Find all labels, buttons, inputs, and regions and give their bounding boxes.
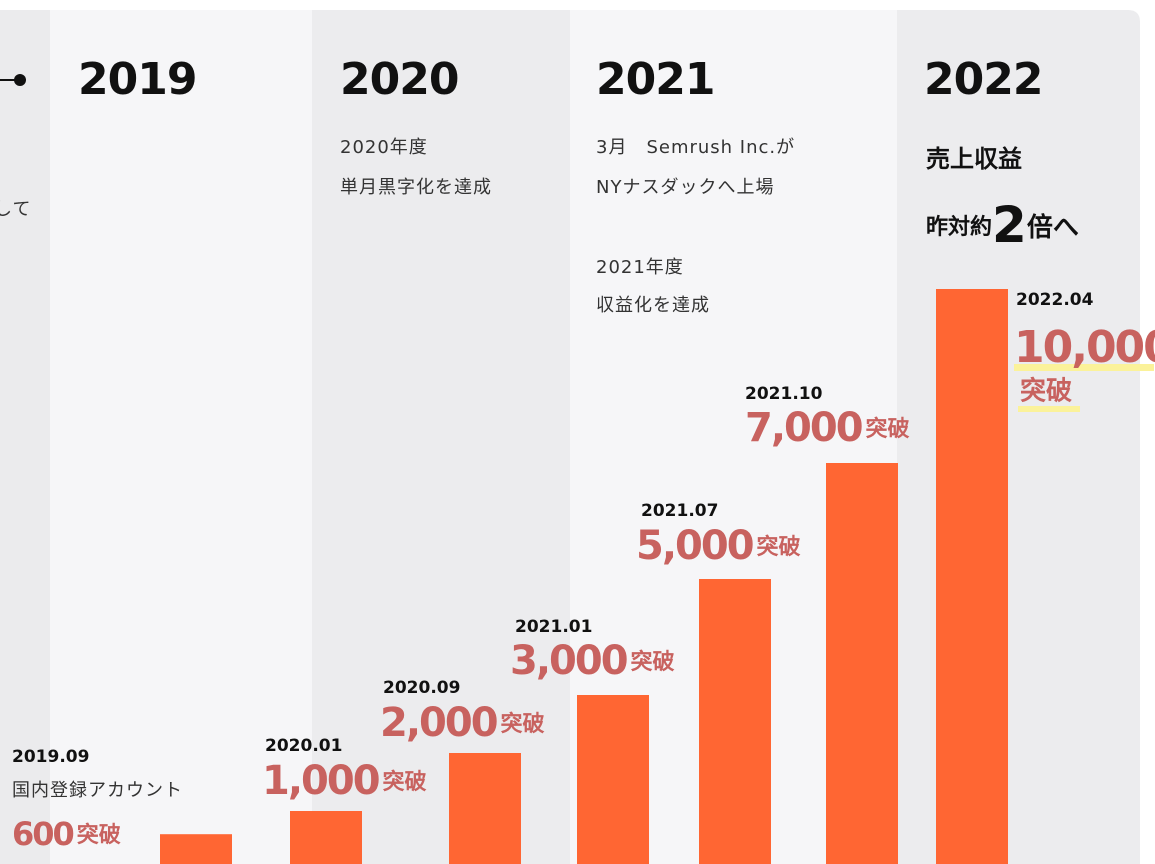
value-label: 10,000 <box>1014 322 1155 373</box>
bar <box>290 811 362 864</box>
timeline-dot <box>14 74 26 86</box>
column-bg <box>312 10 570 864</box>
year-note: 単月黒字化を達成 <box>340 177 492 198</box>
value-number: 7,000 <box>745 405 862 451</box>
marker-highlight <box>1014 364 1154 371</box>
year-heading: 2021 <box>596 54 714 105</box>
value-label: 5,000 突破 <box>636 523 801 569</box>
year-note: 3月 Semrush Inc.が <box>596 137 795 158</box>
bar <box>160 834 232 864</box>
column-bg <box>0 10 50 864</box>
bar <box>826 463 898 864</box>
marker-highlight <box>1018 406 1080 412</box>
year-note: 2021年度 <box>596 257 684 278</box>
bar <box>577 695 649 864</box>
highlight-part: 倍へ <box>1027 212 1079 243</box>
value-suffix: 突破 <box>383 769 427 795</box>
value-number: 1,000 <box>262 758 379 804</box>
year-heading: 2022 <box>924 54 1042 105</box>
year-note: NYナスダックへ上場 <box>596 177 774 198</box>
year-note: 収益化を達成 <box>596 295 710 316</box>
bar <box>699 579 771 864</box>
value-suffix: 突破 <box>77 822 121 848</box>
value-suffix: 突破 <box>1020 376 1072 407</box>
value-label: 600 突破 <box>12 815 121 853</box>
bar <box>936 289 1008 864</box>
column-bg <box>50 10 312 864</box>
date-label: 2020.01 <box>265 736 342 756</box>
date-label: 2020.09 <box>383 678 460 698</box>
value-label: 2,000 突破 <box>380 700 545 746</box>
value-suffix: 突破 <box>757 534 801 560</box>
value-suffix: 突破 <box>866 416 910 442</box>
value-label: 1,000 突破 <box>262 758 427 804</box>
date-label: 2021.01 <box>515 617 592 637</box>
value-number: 5,000 <box>636 523 753 569</box>
value-label: 3,000 突破 <box>510 638 675 684</box>
year-heading: 2020 <box>340 54 458 105</box>
highlight: 昨対約2倍へ <box>926 196 1079 254</box>
column-bg <box>897 10 1140 864</box>
highlight-part: 2 <box>992 196 1027 254</box>
value-number: 3,000 <box>510 638 627 684</box>
value-suffix: 突破 <box>631 649 675 675</box>
bar <box>449 753 521 864</box>
date-label: 2022.04 <box>1016 290 1094 310</box>
value-number: 2,000 <box>380 700 497 746</box>
value-suffix: 突破 <box>501 711 545 737</box>
value-label: 7,000 突破 <box>745 405 910 451</box>
year-heading: 2019 <box>78 54 196 105</box>
year-note: 2020年度 <box>340 137 428 158</box>
account-note: 国内登録アカウント <box>12 780 183 801</box>
value-number: 600 <box>12 815 74 853</box>
left-fragment: して <box>0 199 31 220</box>
date-label: 2021.10 <box>745 384 823 404</box>
date-label: 2019.09 <box>12 747 89 767</box>
highlight-part: 昨対約 <box>926 214 992 240</box>
date-label: 2021.07 <box>641 501 718 521</box>
headline: 売上収益 <box>926 145 1022 173</box>
